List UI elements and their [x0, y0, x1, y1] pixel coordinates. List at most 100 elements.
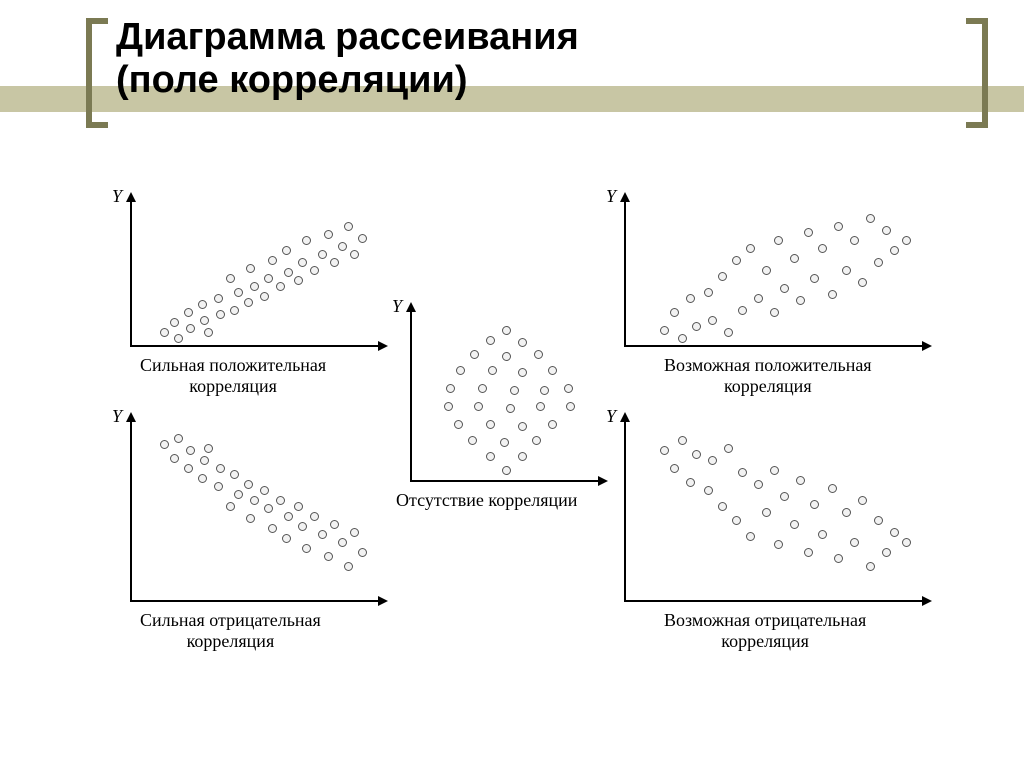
data-point — [810, 274, 819, 283]
data-point — [310, 512, 319, 521]
data-point — [226, 274, 235, 283]
data-point — [692, 322, 701, 331]
data-point — [890, 246, 899, 255]
data-point — [358, 548, 367, 557]
x-axis — [624, 345, 924, 347]
data-point — [226, 502, 235, 511]
x-axis — [130, 600, 380, 602]
data-point — [502, 326, 511, 335]
data-point — [770, 308, 779, 317]
data-point — [250, 282, 259, 291]
data-point — [518, 368, 527, 377]
data-point — [160, 328, 169, 337]
chart-caption: Сильная положительная корреляция — [140, 355, 326, 396]
data-point — [834, 554, 843, 563]
data-point — [294, 276, 303, 285]
data-point — [850, 538, 859, 547]
data-point — [298, 522, 307, 531]
data-point — [216, 464, 225, 473]
data-point — [866, 562, 875, 571]
data-point — [276, 282, 285, 291]
data-point — [324, 552, 333, 561]
data-point — [858, 496, 867, 505]
data-point — [692, 450, 701, 459]
data-point — [160, 440, 169, 449]
data-point — [818, 244, 827, 253]
data-point — [746, 532, 755, 541]
data-point — [670, 308, 679, 317]
data-point — [358, 234, 367, 243]
data-point — [204, 328, 213, 337]
data-point — [324, 230, 333, 239]
y-axis-arrow-icon — [620, 412, 630, 422]
scatter-possible-pos: YВозможная положительная корреляция — [604, 200, 924, 375]
data-point — [834, 222, 843, 231]
data-point — [534, 350, 543, 359]
data-point — [746, 244, 755, 253]
data-point — [780, 492, 789, 501]
data-point — [486, 452, 495, 461]
data-point — [502, 466, 511, 475]
data-point — [718, 502, 727, 511]
data-point — [174, 334, 183, 343]
scatter-strong-neg: YСильная отрицательная корреляция — [110, 420, 380, 630]
y-axis — [130, 200, 132, 345]
data-point — [454, 420, 463, 429]
scatter-possible-neg: YВозможная отрицательная корреляция — [604, 420, 924, 630]
data-point — [502, 352, 511, 361]
data-point — [774, 236, 783, 245]
chart-caption: Возможная отрицательная корреляция — [664, 610, 866, 651]
data-point — [882, 226, 891, 235]
data-point — [318, 250, 327, 259]
y-axis — [130, 420, 132, 600]
data-point — [186, 324, 195, 333]
data-point — [770, 466, 779, 475]
y-axis — [410, 310, 412, 480]
data-point — [474, 402, 483, 411]
data-point — [302, 236, 311, 245]
x-axis-arrow-icon — [922, 341, 932, 351]
data-point — [780, 284, 789, 293]
data-point — [214, 294, 223, 303]
page-title: Диаграмма рассеивания (поле корреляции) — [116, 16, 579, 101]
y-axis-arrow-icon — [126, 192, 136, 202]
data-point — [548, 420, 557, 429]
data-point — [184, 464, 193, 473]
data-point — [686, 478, 695, 487]
title-zone: Диаграмма рассеивания (поле корреляции) — [0, 60, 1024, 170]
x-axis-arrow-icon — [378, 341, 388, 351]
data-point — [670, 464, 679, 473]
data-point — [216, 310, 225, 319]
data-point — [478, 384, 487, 393]
data-point — [678, 436, 687, 445]
y-axis-label: Y — [112, 406, 122, 427]
data-point — [486, 336, 495, 345]
data-point — [902, 236, 911, 245]
data-point — [298, 258, 307, 267]
data-point — [310, 266, 319, 275]
data-point — [174, 434, 183, 443]
data-point — [446, 384, 455, 393]
data-point — [828, 290, 837, 299]
data-point — [234, 288, 243, 297]
data-point — [796, 296, 805, 305]
data-point — [170, 318, 179, 327]
x-axis — [624, 600, 924, 602]
data-point — [738, 468, 747, 477]
data-point — [456, 366, 465, 375]
data-point — [344, 222, 353, 231]
data-point — [678, 334, 687, 343]
data-point — [890, 528, 899, 537]
data-point — [268, 524, 277, 533]
title-bracket-left — [86, 18, 108, 128]
data-point — [704, 288, 713, 297]
data-point — [828, 484, 837, 493]
data-point — [518, 338, 527, 347]
data-point — [338, 242, 347, 251]
data-point — [536, 402, 545, 411]
data-point — [842, 508, 851, 517]
data-point — [468, 436, 477, 445]
data-point — [732, 516, 741, 525]
data-point — [200, 456, 209, 465]
data-point — [790, 254, 799, 263]
